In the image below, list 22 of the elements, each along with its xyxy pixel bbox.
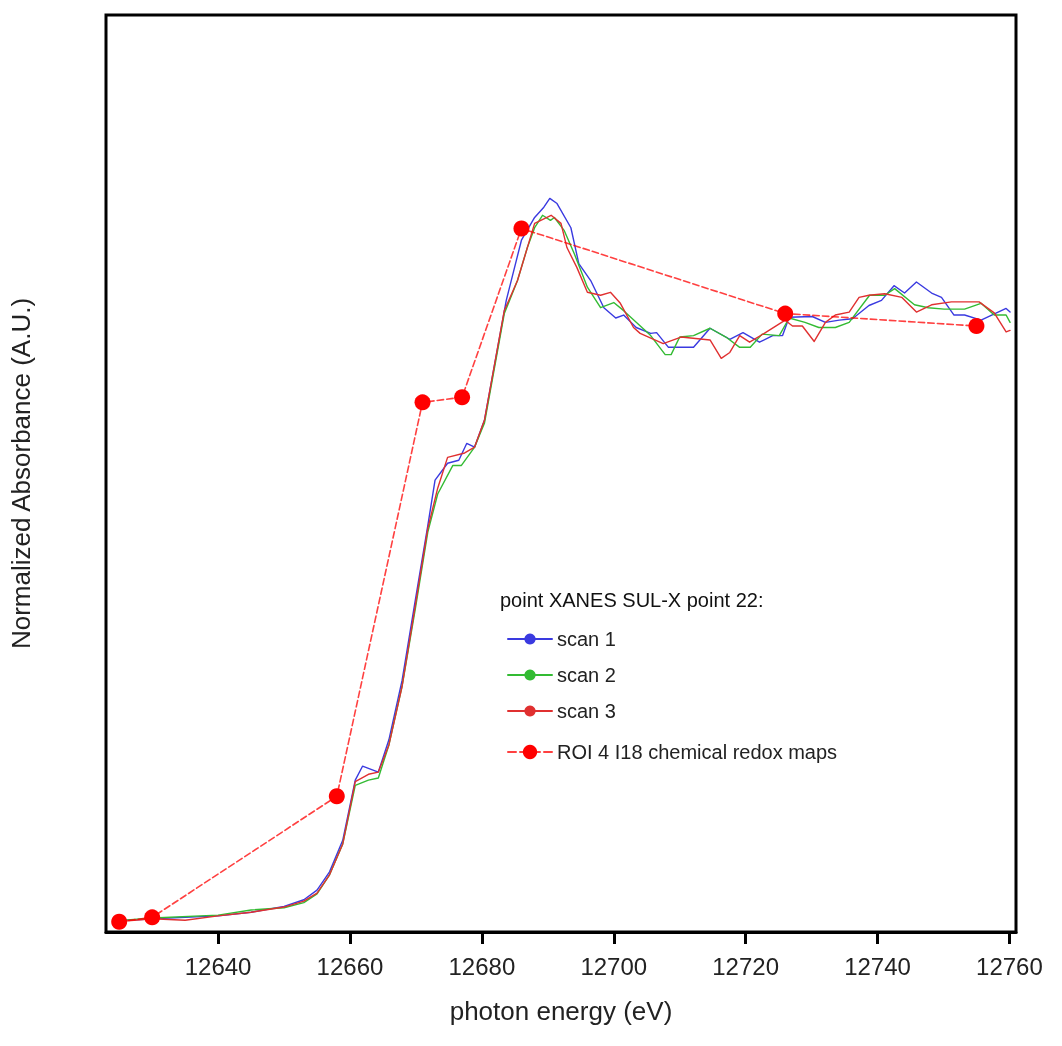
legend-label: scan 3 (557, 700, 616, 722)
legend-label: ROI 4 I18 chemical redox maps (557, 741, 838, 763)
point (777, 305, 794, 322)
x-tick-label: 12700 (580, 952, 648, 980)
legend-label: scan 1 (557, 628, 616, 650)
x-tick-label: 12680 (448, 952, 516, 980)
x-tick-label: 12720 (712, 952, 780, 980)
point (513, 220, 530, 237)
x-axis-title: photon energy (eV) (449, 996, 673, 1026)
point (144, 909, 161, 926)
point (111, 913, 128, 930)
legend-label: scan 2 (557, 664, 616, 686)
legend-title: point XANES SUL-X point 22: (500, 589, 764, 611)
y-axis-title: Normalized Absorbance (A.U.) (6, 297, 36, 650)
x-tick-label: 12660 (316, 952, 384, 980)
point (968, 318, 985, 335)
x-tick-label: 12740 (844, 952, 911, 980)
point (328, 788, 345, 805)
x-tick-label: 12640 (184, 952, 252, 980)
point (454, 389, 471, 406)
x-tick-label: 12760 (976, 952, 1043, 980)
point (414, 394, 431, 411)
